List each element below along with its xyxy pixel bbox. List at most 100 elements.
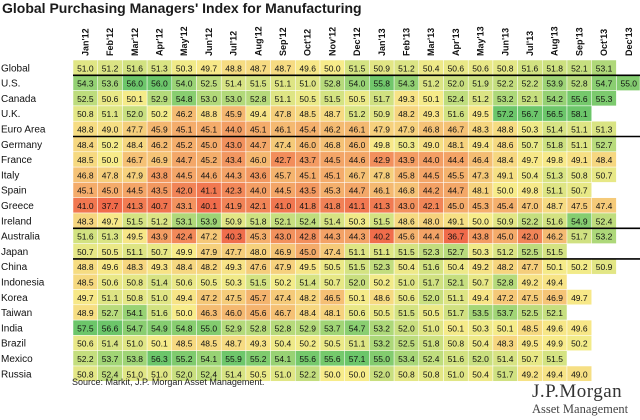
cell-value: 52.0 — [398, 323, 415, 333]
row-label: China — [1, 262, 28, 273]
cell-value: 44.0 — [423, 155, 440, 165]
cell-value: 52.4 — [299, 216, 316, 226]
cell-value: 44.3 — [349, 232, 366, 242]
cell-value: 51.4 — [299, 278, 316, 288]
column-label: Jul'13 — [525, 31, 535, 56]
cell-value: 52.7 — [102, 308, 119, 318]
heatmap-cell — [566, 365, 592, 382]
cell-value: 58.1 — [571, 109, 588, 119]
cell-value: 53.2 — [373, 339, 390, 349]
cell-value: 51.2 — [151, 216, 168, 226]
cell-value: 44.5 — [324, 155, 341, 165]
row-label: Italy — [1, 170, 19, 181]
cell-value: 55.0 — [373, 354, 390, 364]
cell-value: 50.0 — [176, 308, 193, 318]
cell-value: 51.3 — [546, 170, 563, 180]
cell-value: 49.7 — [102, 216, 119, 226]
cell-value: 49.7 — [522, 155, 539, 165]
cell-value: 52.5 — [201, 79, 218, 89]
cell-value: 48.4 — [77, 140, 94, 150]
cell-value: 49.1 — [448, 216, 465, 226]
cell-value: 50.6 — [176, 278, 193, 288]
row-label: Germany — [1, 140, 42, 151]
cell-value: 50.4 — [522, 170, 539, 180]
cell-value: 41.9 — [225, 201, 242, 211]
cell-value: 45.1 — [201, 125, 218, 135]
cell-value: 40.2 — [373, 232, 390, 242]
cell-value: 50.5 — [250, 369, 267, 379]
cell-value: 51.2 — [423, 79, 440, 89]
cell-value: 50.9 — [497, 216, 514, 226]
cell-value: 54.7 — [349, 323, 366, 333]
cell-value: 50.8 — [398, 369, 415, 379]
cell-value: 42.9 — [373, 155, 390, 165]
cell-value: 45.1 — [324, 170, 341, 180]
cell-value: 48.9 — [77, 308, 94, 318]
cell-value: 50.5 — [324, 339, 341, 349]
cell-value: 47.7 — [126, 125, 143, 135]
cell-value: 52.4 — [102, 369, 119, 379]
cell-value: 50.9 — [373, 63, 390, 73]
column-label: Apr'12 — [154, 28, 164, 56]
cell-value: 49.8 — [522, 186, 539, 196]
cell-value: 52.0 — [176, 369, 193, 379]
cell-value: 49.7 — [571, 293, 588, 303]
cell-value: 49.6 — [102, 262, 119, 272]
cell-value: 43.0 — [275, 232, 292, 242]
cell-value: 51.5 — [398, 308, 415, 318]
cell-value: 51.8 — [546, 63, 563, 73]
cell-value: 54.7 — [596, 79, 613, 89]
cell-value: 51.4 — [497, 354, 514, 364]
cell-value: 50.2 — [571, 339, 588, 349]
cell-value: 55.9 — [225, 354, 242, 364]
cell-value: 47.4 — [275, 293, 292, 303]
cell-value: 53.6 — [102, 79, 119, 89]
cell-value: 51.2 — [349, 109, 366, 119]
cell-value: 45.7 — [275, 170, 292, 180]
cell-value: 48.6 — [373, 293, 390, 303]
column-label: May'13 — [476, 26, 486, 56]
cell-value: 51.5 — [324, 94, 341, 104]
cell-value: 42.3 — [225, 186, 242, 196]
cell-value: 47.6 — [250, 262, 267, 272]
cell-value: 43.9 — [398, 155, 415, 165]
cell-value: 47.4 — [596, 201, 613, 211]
cell-value: 52.9 — [299, 323, 316, 333]
cell-value: 52.8 — [250, 323, 267, 333]
cell-value: 47.2 — [497, 293, 514, 303]
cell-value: 53.1 — [596, 63, 613, 73]
cell-value: 51.0 — [448, 369, 465, 379]
cell-value: 52.8 — [275, 323, 292, 333]
cell-value: 49.5 — [299, 262, 316, 272]
cell-value: 49.2 — [522, 278, 539, 288]
cell-value: 44.5 — [126, 186, 143, 196]
cell-value: 54.8 — [176, 323, 193, 333]
row-label: Greece — [1, 201, 34, 212]
cell-value: 48.0 — [423, 216, 440, 226]
cell-value: 49.2 — [472, 262, 489, 272]
cell-value: 51.1 — [102, 293, 119, 303]
cell-value: 49.0 — [571, 369, 588, 379]
row-label: Indonesia — [1, 278, 45, 289]
cell-value: 48.8 — [201, 109, 218, 119]
cell-value: 51.5 — [546, 354, 563, 364]
cell-value: 45.1 — [250, 125, 267, 135]
cell-value: 48.8 — [77, 125, 94, 135]
cell-value: 52.0 — [126, 109, 143, 119]
heatmap-cell — [566, 289, 592, 306]
cell-value: 44.7 — [176, 155, 193, 165]
cell-value: 45.1 — [176, 125, 193, 135]
cell-value: 54.1 — [275, 354, 292, 364]
cell-value: 42.8 — [299, 232, 316, 242]
cell-value: 47.8 — [373, 170, 390, 180]
cell-value: 50.0 — [497, 186, 514, 196]
cell-value: 48.5 — [77, 155, 94, 165]
cell-value: 52.5 — [522, 308, 539, 318]
cell-value: 52.2 — [299, 369, 316, 379]
cell-value: 50.1 — [497, 323, 514, 333]
cell-value: 49.2 — [522, 369, 539, 379]
cell-value: 51.0 — [126, 339, 143, 349]
cell-value: 43.5 — [299, 186, 316, 196]
cell-value: 47.5 — [571, 201, 588, 211]
